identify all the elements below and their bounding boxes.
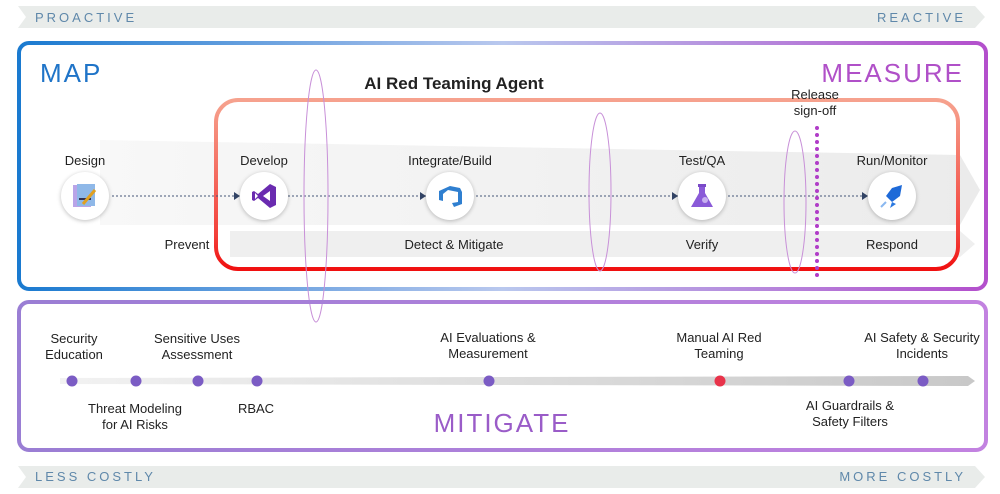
visual-studio-icon — [240, 172, 288, 220]
timeline-dot — [483, 375, 495, 387]
more-costly-label: MORE COSTLY — [839, 469, 966, 484]
design-doc-icon — [61, 172, 109, 220]
rocket-deploy-icon — [868, 172, 916, 220]
timeline-dot — [917, 375, 929, 387]
sensitive-uses-label: Sensitive Uses Assessment — [154, 331, 240, 362]
flask-icon — [678, 172, 726, 220]
release-signoff-label: Release sign-off — [791, 87, 839, 118]
timeline-dot — [251, 375, 263, 387]
ai-evaluations-label: AI Evaluations & Measurement — [440, 330, 536, 361]
stage-test-label: Test/QA — [678, 153, 726, 168]
rbac-label: RBAC — [237, 401, 275, 416]
phase-verify: Verify — [685, 237, 719, 252]
ai-guardrails-label: AI Guardrails & Safety Filters — [805, 398, 895, 429]
agent-title: AI Red Teaming Agent — [364, 74, 544, 93]
timeline-dot-highlight — [714, 375, 726, 387]
timeline — [60, 376, 975, 386]
gate-ellipse-1 — [303, 69, 329, 323]
phase-respond: Respond — [865, 237, 919, 252]
red-team-box — [214, 98, 960, 271]
timeline-dot — [66, 375, 78, 387]
stage-run-label: Run/Monitor — [856, 153, 928, 168]
flow-arrowheads — [234, 192, 868, 200]
timeline-dot — [843, 375, 855, 387]
less-costly-label: LESS COSTLY — [35, 469, 156, 484]
bottom-band — [18, 466, 985, 488]
stage-develop-label: Develop — [240, 153, 288, 168]
stage-integrate-label: Integrate/Build — [408, 153, 492, 168]
top-band — [18, 6, 985, 28]
proactive-label: PROACTIVE — [35, 10, 138, 25]
reactive-label: REACTIVE — [876, 10, 966, 25]
map-box — [17, 41, 988, 291]
azure-devops-icon — [426, 172, 474, 220]
phase-detect-mitigate: Detect & Mitigate — [404, 237, 504, 252]
flow-band — [100, 140, 980, 225]
stage-design-label: Design — [64, 153, 106, 168]
mitigate-title: MITIGATE — [433, 408, 571, 438]
threat-modeling-label: Threat Modeling for AI Risks — [88, 401, 182, 432]
timeline-dot — [130, 375, 142, 387]
mitigate-box — [17, 300, 988, 452]
phase-band — [230, 231, 975, 257]
manual-red-teaming-label: Manual AI Red Teaming — [676, 330, 762, 361]
phase-prevent: Prevent — [164, 237, 210, 252]
measure-title: MEASURE — [821, 58, 964, 88]
map-title: MAP — [40, 58, 103, 88]
ai-safety-incidents-label: AI Safety & Security Incidents — [864, 330, 980, 361]
security-education-label: Security Education — [45, 331, 103, 362]
gate-ellipse-3 — [783, 130, 807, 274]
gate-ellipse-2 — [588, 112, 612, 272]
timeline-dot — [192, 375, 204, 387]
